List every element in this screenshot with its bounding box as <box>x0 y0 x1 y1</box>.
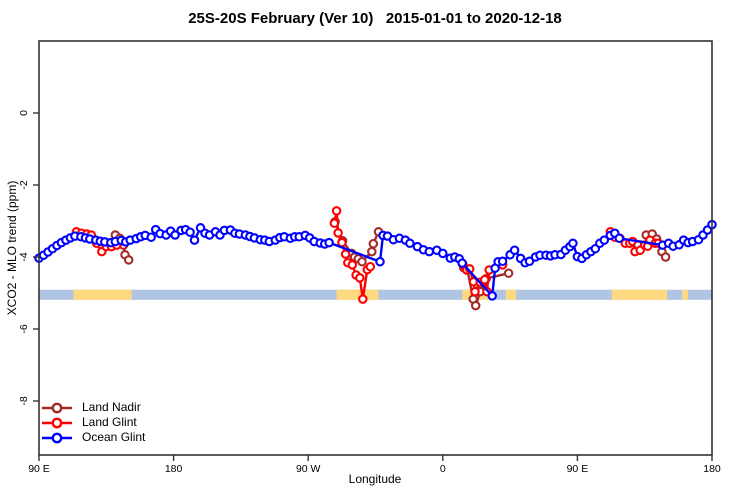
data-point <box>470 286 480 297</box>
data-point <box>487 291 497 301</box>
data-point <box>470 300 481 311</box>
legend: Land Nadir Land Glint Ocean Glint <box>40 400 145 445</box>
land-segment <box>505 289 517 300</box>
data-point <box>347 260 358 270</box>
x-tick-label: 90 W <box>296 463 321 475</box>
data-point <box>146 232 156 242</box>
data-point <box>660 252 671 262</box>
land-segment <box>336 289 379 300</box>
y-tick-label: -4 <box>18 252 30 261</box>
chart-title: 25S-20S February (Ver 10) 2015-01-01 to … <box>188 10 562 27</box>
legend-circle <box>51 402 63 413</box>
y-axis: 0 -2 -4 -6 -8 <box>18 110 39 406</box>
legend-label: Land Nadir <box>82 400 141 414</box>
x-axis-title: Longitude <box>348 472 402 486</box>
data-point <box>365 261 376 272</box>
data-point <box>438 248 448 259</box>
x-axis: 90 E 180 90 W 0 90 E 180 <box>28 455 721 475</box>
data-point <box>324 237 334 248</box>
data-point <box>329 218 340 228</box>
y-tick-label: -6 <box>18 324 30 333</box>
data-point <box>375 256 385 267</box>
y-tick-label: 0 <box>18 110 30 116</box>
y-tick-label: -8 <box>18 396 30 405</box>
data-point <box>340 249 351 259</box>
legend-circle <box>51 417 63 428</box>
legend-label: Land Glint <box>82 415 137 429</box>
series-ocean-glint <box>34 219 717 301</box>
data-point <box>614 233 625 244</box>
data-point <box>524 256 535 267</box>
data-point <box>331 206 342 216</box>
data-point <box>457 258 467 268</box>
land-segment <box>682 289 689 300</box>
data-point <box>503 268 514 278</box>
data-point <box>355 273 365 283</box>
x-tick-label: 90 E <box>567 463 589 475</box>
legend-item-land-glint: Land Glint <box>40 415 145 430</box>
legend-item-land-nadir: Land Nadir <box>40 400 145 415</box>
ocean-glint-marker-icon <box>42 432 72 443</box>
data-point <box>367 246 377 257</box>
data-point <box>170 230 180 240</box>
legend-circle <box>51 432 63 443</box>
data-point <box>333 228 343 238</box>
data-point <box>358 294 368 304</box>
data-point <box>185 227 195 237</box>
data-point <box>189 235 200 245</box>
data-point <box>357 256 367 267</box>
land-segment <box>73 289 132 300</box>
land-glint-marker-icon <box>42 417 72 428</box>
data-point <box>497 256 508 267</box>
data-point <box>424 246 435 257</box>
x-tick-label: 180 <box>165 463 183 475</box>
data-point <box>479 274 490 285</box>
x-tick-label: 0 <box>440 463 446 475</box>
land-segment <box>611 289 668 300</box>
data-point <box>568 238 578 249</box>
data-point <box>599 235 610 245</box>
y-tick-label: -2 <box>18 180 30 189</box>
data-point <box>368 238 379 249</box>
data-point <box>405 238 415 249</box>
land-nadir-marker-icon <box>42 402 72 413</box>
x-tick-label: 90 E <box>28 463 50 475</box>
data-point <box>509 245 520 255</box>
legend-item-ocean-glint: Ocean Glint <box>40 430 145 445</box>
surface-band <box>39 289 712 300</box>
legend-label: Ocean Glint <box>82 430 146 444</box>
plot-frame <box>38 40 713 456</box>
data-point <box>123 255 134 265</box>
x-tick-label: 180 <box>703 463 721 475</box>
